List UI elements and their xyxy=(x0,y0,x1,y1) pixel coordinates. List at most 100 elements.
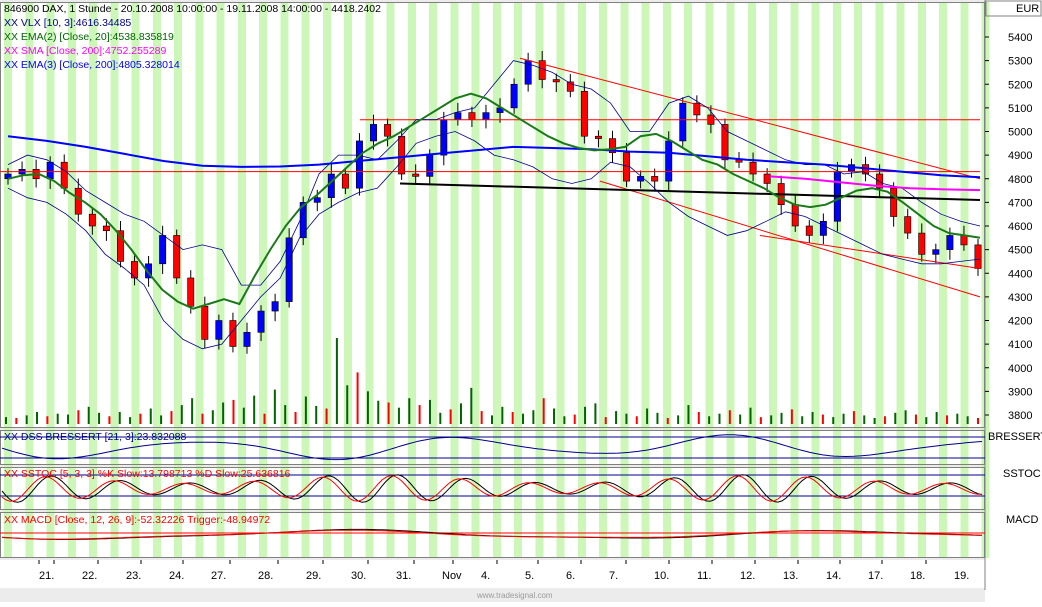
right-axis-bg xyxy=(985,0,1042,602)
x-tick-label: 21. xyxy=(39,570,54,582)
vlx-lower-line xyxy=(7,131,981,350)
volume-bar xyxy=(573,414,576,424)
x-tick-label: 6. xyxy=(566,570,575,582)
candle-body xyxy=(904,216,912,234)
volume-bar xyxy=(604,417,607,424)
candle-body xyxy=(679,102,687,142)
candle-body xyxy=(398,135,406,175)
volume-bar xyxy=(945,415,948,424)
volume-bar xyxy=(790,409,793,424)
volume-bar xyxy=(491,415,493,424)
candle-body xyxy=(510,83,518,109)
candle-body xyxy=(960,235,968,246)
xaxis-bg xyxy=(0,560,985,588)
y-tick-label: 5400 xyxy=(1008,32,1032,44)
volume-bar xyxy=(439,412,442,424)
macd-trigger-line xyxy=(1,529,983,540)
candle-body xyxy=(552,79,560,83)
volume-bar xyxy=(646,408,649,424)
volume-bar xyxy=(687,405,690,424)
currency-label: EUR xyxy=(1016,3,1039,15)
candle-body xyxy=(159,235,167,265)
candle-body xyxy=(946,235,954,250)
candle-body xyxy=(327,173,335,198)
session-stripe xyxy=(726,2,735,558)
legend-vlx: XX VLX [10, 3]:4616.34485 xyxy=(4,17,131,29)
volume-bar xyxy=(408,398,411,424)
candle-body xyxy=(187,277,195,307)
volume-bar xyxy=(656,412,659,424)
candle-body xyxy=(749,161,757,175)
session-stripe xyxy=(918,2,926,558)
session-stripe xyxy=(471,2,480,558)
candle-body xyxy=(201,306,209,340)
volume-bar xyxy=(852,411,855,424)
volume-bar xyxy=(129,417,132,424)
session-stripe xyxy=(365,2,374,558)
y-tick-label: 5300 xyxy=(1008,56,1032,68)
session-stripe xyxy=(68,2,76,558)
legend-sstoc: XX SSTOC [5, 3, 3] %K Slow:13.798713 %D … xyxy=(4,468,291,480)
candle-body xyxy=(721,124,729,161)
panel-label-macd: MACD xyxy=(1006,514,1038,526)
volume-bar xyxy=(718,413,721,424)
volume-bar xyxy=(325,408,328,424)
candle-body xyxy=(580,91,588,137)
legend-macd: XX MACD [Close, 12, 26, 9]:-52.32226 Tri… xyxy=(4,514,270,526)
volume-bar xyxy=(480,411,483,424)
volume-bar xyxy=(584,406,587,424)
volume-bar xyxy=(728,410,731,424)
x-tick-label: 17. xyxy=(868,570,883,582)
volume-bar xyxy=(397,407,400,424)
candle-body xyxy=(60,161,68,189)
panel-label-sstoc: SSTOC xyxy=(1003,468,1041,480)
volume-bar xyxy=(563,416,566,424)
x-tick-label: 28. xyxy=(258,570,273,582)
candle-body xyxy=(665,140,673,182)
panel-bg-3 xyxy=(0,512,985,558)
trendline-support xyxy=(759,234,981,270)
volume-bar xyxy=(67,414,70,424)
session-stripe xyxy=(556,2,565,558)
volume-bar xyxy=(677,415,680,424)
session-stripe xyxy=(25,2,34,558)
volume-bar xyxy=(542,398,545,424)
volume-bar xyxy=(46,416,49,424)
volume-bar xyxy=(904,410,907,424)
volume-bar xyxy=(925,417,928,424)
x-tick-label: 11. xyxy=(697,570,711,582)
candle-body xyxy=(412,173,420,177)
candle-body xyxy=(932,249,940,255)
session-stripe xyxy=(195,2,204,558)
volume-bar xyxy=(346,385,349,424)
volume-bar xyxy=(914,414,917,424)
ema200-line xyxy=(7,135,981,179)
candle-body xyxy=(145,263,153,279)
session-stripe xyxy=(344,2,352,558)
volume-bar xyxy=(294,411,297,424)
candle-body xyxy=(46,161,54,180)
volume-bar xyxy=(966,416,969,424)
volume-bar xyxy=(873,417,876,424)
volume-bar xyxy=(635,416,638,424)
session-stripe xyxy=(514,2,522,558)
volume-bar xyxy=(863,415,866,424)
trendline-black xyxy=(399,182,981,202)
volume-bar xyxy=(770,415,773,424)
candle-body xyxy=(229,320,237,347)
candle-body xyxy=(426,154,434,177)
candle-body xyxy=(74,187,82,215)
volume-bar xyxy=(77,410,80,424)
x-tick-label: 31. xyxy=(396,570,411,582)
volume-bar xyxy=(615,411,618,424)
x-tick-label: 7. xyxy=(609,570,618,582)
y-tick-label: 4700 xyxy=(1008,197,1032,209)
candle-body xyxy=(88,213,96,227)
volume-bar xyxy=(25,415,28,424)
session-stripe xyxy=(684,2,692,558)
candle-body xyxy=(313,197,321,203)
volume-bar xyxy=(5,417,7,424)
volume-bar xyxy=(242,407,245,424)
session-stripe xyxy=(238,2,246,558)
